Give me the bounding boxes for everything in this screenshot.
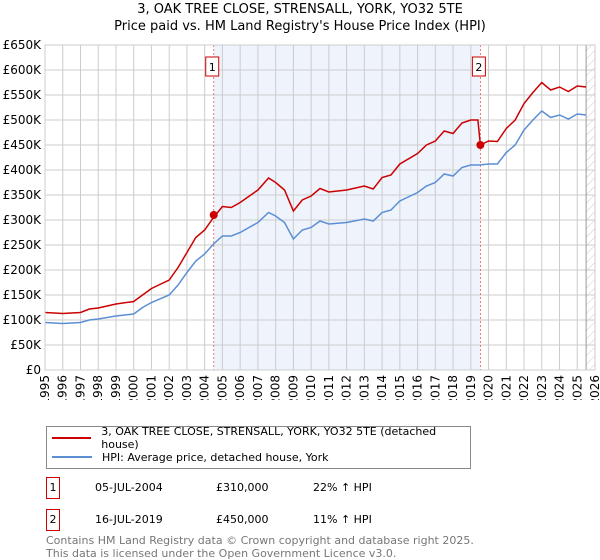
sale-badge: 2 bbox=[46, 509, 60, 531]
x-tick-label: 2000 bbox=[127, 375, 141, 400]
y-tick-label: £100K bbox=[3, 313, 43, 327]
legend-swatch-blue bbox=[52, 456, 92, 458]
y-tick-label: £550K bbox=[3, 88, 43, 102]
x-tick-label: 2005 bbox=[215, 375, 229, 400]
sale-label: 1 bbox=[209, 61, 216, 74]
sale-label-box bbox=[205, 56, 220, 77]
y-tick-label: £500K bbox=[3, 113, 43, 127]
x-tick-label: 2026 bbox=[588, 375, 600, 400]
y-tick-label: £300K bbox=[3, 213, 43, 227]
x-tick-label: 2014 bbox=[375, 375, 389, 400]
x-tick-label: 2007 bbox=[251, 375, 265, 400]
x-tick-label: 2001 bbox=[144, 375, 158, 400]
y-tick-label: £250K bbox=[3, 238, 43, 252]
footer-line: Contains HM Land Registry data © Crown c… bbox=[46, 534, 474, 547]
y-tick-label: £650K bbox=[3, 38, 43, 52]
sale-point bbox=[209, 211, 218, 219]
sale-date: 05-JUL-2004 bbox=[95, 481, 163, 494]
sale-label-box bbox=[471, 56, 486, 77]
sale-label: 2 bbox=[475, 61, 482, 74]
x-tick-label: 2018 bbox=[446, 375, 460, 400]
plot-border bbox=[44, 44, 596, 371]
x-tick-label: 1998 bbox=[91, 375, 105, 400]
x-tick-label: 2004 bbox=[198, 375, 212, 400]
sale-hpi: 11% ↑ HPI bbox=[313, 513, 372, 526]
y-tick-label: £150K bbox=[3, 288, 43, 302]
sale-price: £310,000 bbox=[216, 481, 269, 494]
x-tick-label: 2019 bbox=[464, 375, 478, 400]
legend-item-property: 3, OAK TREE CLOSE, STRENSALL, YORK, YO32… bbox=[52, 425, 470, 451]
x-tick-label: 2006 bbox=[233, 375, 247, 400]
sale-point bbox=[476, 141, 485, 149]
y-tick-label: £350K bbox=[3, 188, 43, 202]
sale-hpi: 22% ↑ HPI bbox=[313, 481, 372, 494]
series-line bbox=[44, 110, 587, 325]
x-tick-label: 2002 bbox=[162, 375, 176, 400]
x-tick-label: 2022 bbox=[517, 375, 531, 400]
x-tick-label: 2003 bbox=[180, 375, 194, 400]
x-tick-label: 2021 bbox=[499, 375, 513, 400]
y-tick-label: £600K bbox=[3, 63, 43, 77]
series-line bbox=[44, 81, 587, 315]
y-tick-label: £50K bbox=[10, 338, 42, 352]
x-tick-label: 2023 bbox=[535, 375, 549, 400]
legend-item-hpi: HPI: Average price, detached house, York bbox=[52, 448, 329, 466]
y-tick-label: £200K bbox=[3, 263, 43, 277]
x-tick-label: 2011 bbox=[322, 375, 336, 400]
sale-badge: 1 bbox=[46, 477, 60, 499]
x-tick-label: 1997 bbox=[73, 375, 87, 400]
x-tick-label: 2012 bbox=[340, 375, 354, 400]
legend-label: HPI: Average price, detached house, York bbox=[102, 450, 329, 464]
legend: 3, OAK TREE CLOSE, STRENSALL, YORK, YO32… bbox=[46, 425, 471, 469]
x-tick-label: 2013 bbox=[357, 375, 371, 400]
x-tick-label: 2020 bbox=[482, 375, 496, 400]
y-tick-label: £0 bbox=[26, 363, 41, 377]
x-tick-label: 2017 bbox=[428, 375, 442, 400]
y-tick-label: £450K bbox=[3, 138, 43, 152]
x-tick-label: 2009 bbox=[286, 375, 300, 400]
x-tick-label: 2008 bbox=[269, 375, 283, 400]
sale-date: 16-JUL-2019 bbox=[95, 513, 163, 526]
x-tick-label: 1996 bbox=[56, 375, 70, 400]
x-tick-label: 2016 bbox=[411, 375, 425, 400]
footer: Contains HM Land Registry data © Crown c… bbox=[46, 534, 474, 560]
chart-subtitle: Price paid vs. HM Land Registry's House … bbox=[114, 19, 486, 34]
x-tick-label: 2015 bbox=[393, 375, 407, 400]
x-tick-label: 2025 bbox=[570, 375, 584, 400]
forecast-hatch bbox=[586, 45, 595, 370]
sale-price: £450,000 bbox=[216, 513, 269, 526]
x-tick-label: 1999 bbox=[109, 375, 123, 400]
legend-label: 3, OAK TREE CLOSE, STRENSALL, YORK, YO32… bbox=[101, 425, 437, 451]
y-tick-label: £400K bbox=[3, 163, 43, 177]
x-tick-label: 2010 bbox=[304, 375, 318, 400]
legend-swatch-red bbox=[52, 437, 92, 439]
chart-title: 3, OAK TREE CLOSE, STRENSALL, YORK, YO32… bbox=[137, 2, 463, 17]
plot-area: £0 £50K £100K £150K £200K £250K £300K £350K £400… bbox=[3, 38, 600, 400]
x-tick-label: 2024 bbox=[553, 375, 567, 400]
x-tick-label: 1995 bbox=[38, 375, 52, 400]
footer-line: This data is licensed under the Open Gov… bbox=[46, 546, 397, 560]
